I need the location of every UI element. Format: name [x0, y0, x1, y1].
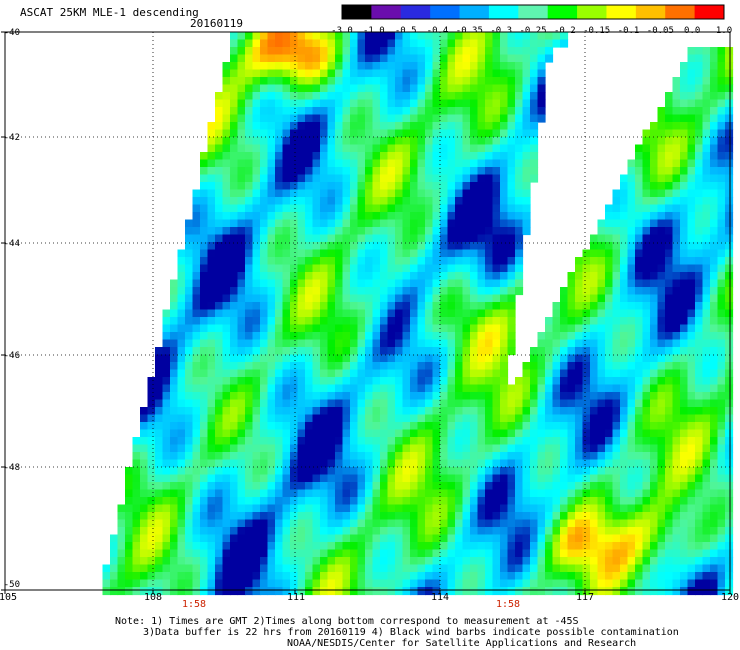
pass-time-label: 1:58: [181, 599, 207, 610]
x-tick-label: 120: [720, 592, 740, 603]
color-scale-label: -0.25: [519, 26, 547, 36]
color-scale-label: -0.3: [490, 26, 512, 36]
color-scale-segment: [547, 5, 578, 19]
color-scale-segment: [459, 5, 490, 19]
x-tick-label: 111: [286, 592, 306, 603]
color-scale-segment: [342, 5, 372, 19]
y-tick-label: -50: [3, 580, 20, 590]
color-scale-segment: [665, 5, 696, 19]
color-scale-segment: [488, 5, 519, 19]
color-scale-label: -0.05: [646, 26, 674, 36]
color-scale-label: 0.0: [684, 26, 701, 36]
x-tick-label: 108: [143, 592, 163, 603]
color-scale-segment: [430, 5, 461, 19]
y-tick-label: -40: [3, 28, 20, 38]
color-scale-bar: [341, 4, 725, 20]
color-scale-label: -0.35: [455, 26, 483, 36]
x-tick-label: 105: [0, 592, 18, 603]
color-scale-label: 1.0: [715, 26, 733, 36]
color-scale-label: -0.2: [553, 26, 576, 36]
color-scale-segment: [371, 5, 402, 19]
color-scale-label: -0.15: [583, 26, 611, 36]
color-scale-label: -1.0: [362, 26, 385, 36]
color-scale-border: [341, 4, 725, 20]
color-scale-labels: -3.0 -1.0 -0.5 -0.4 -0.35 -0.3 -0.25 -0.2 -0.15-…: [0, 26, 740, 38]
color-scale-segment: [635, 5, 666, 19]
color-scale-segment: [577, 5, 607, 19]
color-scale-segment: [400, 5, 431, 19]
note-line-3: NOAA/NESDIS/Center for Satellite Applica…: [287, 638, 637, 649]
y-tick-label: -48: [3, 463, 20, 473]
map-date: 20160119: [190, 17, 243, 30]
color-scale-segment: [606, 5, 637, 19]
y-tick-label: -46: [3, 351, 20, 361]
note-line-2: 3)Data buffer is 22 hrs from 20160119 4)…: [143, 627, 679, 638]
color-scale-segment: [694, 5, 725, 19]
color-scale-label: -0.1: [617, 26, 640, 36]
x-tick-label: 117: [575, 592, 595, 603]
note-line-1: Note: 1) Times are GMT 2)Times along bot…: [115, 616, 579, 627]
y-tick-label: -42: [3, 133, 20, 143]
color-scale-label: -3.0: [331, 26, 353, 36]
color-scale-segment: [518, 5, 549, 19]
map-title: ASCAT 25KM MLE-1 descending: [20, 6, 199, 19]
y-tick-label: -44: [3, 239, 20, 249]
color-scale-label: -0.5: [394, 26, 417, 36]
pass-time-label: 1:58: [495, 599, 521, 610]
ascat-swath-map: [1, 31, 734, 596]
x-tick-label: 114: [430, 592, 450, 603]
color-scale-label: -0.4: [426, 26, 449, 36]
